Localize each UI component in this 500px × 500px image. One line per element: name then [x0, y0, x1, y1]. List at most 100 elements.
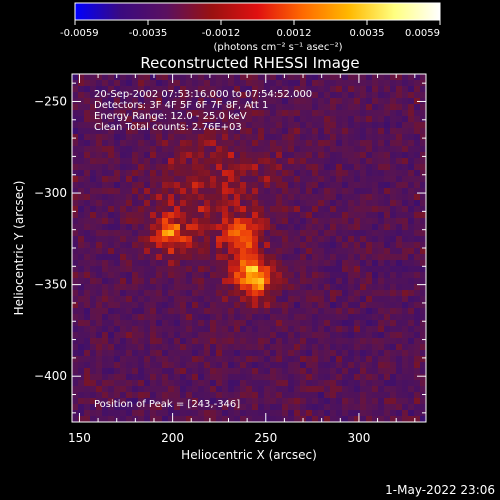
heatmap-cell	[126, 98, 132, 104]
heatmap-cell	[72, 158, 78, 164]
heatmap-cell	[174, 158, 180, 164]
heatmap-cell	[306, 380, 312, 386]
heatmap-cell	[138, 266, 144, 272]
heatmap-cell	[258, 290, 264, 296]
heatmap-cell	[408, 314, 414, 320]
heatmap-cell	[408, 260, 414, 266]
heatmap-cell	[180, 212, 186, 218]
heatmap-cell	[240, 314, 246, 320]
heatmap-cell	[78, 338, 84, 344]
heatmap-cell	[210, 248, 216, 254]
heatmap-cell	[276, 104, 282, 110]
heatmap-cell	[90, 194, 96, 200]
heatmap-cell	[96, 164, 102, 170]
heatmap-cell	[174, 146, 180, 152]
heatmap-cell	[156, 164, 162, 170]
heatmap-cell	[222, 140, 228, 146]
heatmap-cell	[414, 146, 420, 152]
heatmap-cell	[306, 194, 312, 200]
heatmap-cell	[330, 254, 336, 260]
heatmap-cell	[276, 368, 282, 374]
heatmap-cell	[294, 182, 300, 188]
heatmap-cell	[258, 194, 264, 200]
heatmap-cell	[312, 326, 318, 332]
heatmap-cell	[360, 392, 366, 398]
heatmap-cell	[246, 116, 252, 122]
heatmap-cell	[414, 248, 420, 254]
heatmap-cell	[294, 176, 300, 182]
heatmap-cell	[108, 284, 114, 290]
heatmap-cell	[348, 188, 354, 194]
heatmap-cell	[210, 176, 216, 182]
heatmap-cell	[72, 170, 78, 176]
heatmap-cell	[126, 410, 132, 416]
heatmap-cell	[282, 350, 288, 356]
heatmap-cell	[120, 152, 126, 158]
footer-date: 1-May-2022 23:06	[385, 483, 495, 497]
heatmap-cell	[270, 404, 276, 410]
heatmap-cell	[348, 254, 354, 260]
heatmap-cell	[126, 128, 132, 134]
heatmap-cell	[354, 98, 360, 104]
heatmap-cell	[300, 104, 306, 110]
heatmap-cell	[204, 200, 210, 206]
heatmap-cell	[180, 362, 186, 368]
heatmap-cell	[210, 104, 216, 110]
heatmap-cell	[84, 212, 90, 218]
heatmap-cell	[96, 212, 102, 218]
heatmap-cell	[402, 116, 408, 122]
heatmap-cell	[150, 272, 156, 278]
heatmap-cell	[180, 332, 186, 338]
heatmap-cell	[396, 272, 402, 278]
heatmap-cell	[84, 362, 90, 368]
heatmap-cell	[162, 296, 168, 302]
heatmap-cell	[378, 74, 384, 80]
heatmap-cell	[162, 242, 168, 248]
heatmap-cell	[162, 146, 168, 152]
heatmap-cell	[198, 176, 204, 182]
heatmap-cell	[384, 416, 390, 422]
heatmap-cell	[354, 344, 360, 350]
heatmap-cell	[180, 350, 186, 356]
heatmap-cell	[150, 194, 156, 200]
heatmap-cell	[306, 110, 312, 116]
heatmap-cell	[270, 74, 276, 80]
heatmap-cell	[384, 386, 390, 392]
heatmap-cell	[102, 356, 108, 362]
heatmap-cell	[78, 308, 84, 314]
heatmap-cell	[372, 296, 378, 302]
heatmap-cell	[174, 188, 180, 194]
heatmap-cell	[390, 134, 396, 140]
heatmap-cell	[84, 260, 90, 266]
heatmap-cell	[180, 224, 186, 230]
heatmap-cell	[282, 284, 288, 290]
heatmap-cell	[366, 146, 372, 152]
heatmap-cell	[216, 266, 222, 272]
heatmap-cell	[264, 284, 270, 290]
heatmap-cell	[150, 392, 156, 398]
heatmap-cell	[396, 302, 402, 308]
heatmap-cell	[414, 284, 420, 290]
heatmap-cell	[216, 260, 222, 266]
heatmap-cell	[120, 380, 126, 386]
heatmap-cell	[408, 410, 414, 416]
heatmap-cell	[420, 380, 426, 386]
heatmap-cell	[378, 254, 384, 260]
heatmap-cell	[90, 302, 96, 308]
heatmap-cell	[396, 404, 402, 410]
heatmap-cell	[156, 236, 162, 242]
heatmap-cell	[120, 326, 126, 332]
heatmap-cell	[150, 410, 156, 416]
heatmap-cell	[78, 74, 84, 80]
heatmap-cell	[354, 122, 360, 128]
heatmap-cell	[420, 224, 426, 230]
heatmap-cell	[174, 386, 180, 392]
heatmap-cell	[234, 182, 240, 188]
heatmap-cell	[102, 224, 108, 230]
heatmap-cell	[186, 314, 192, 320]
heatmap-cell	[264, 308, 270, 314]
heatmap-cell	[288, 158, 294, 164]
heatmap-cell	[294, 284, 300, 290]
heatmap-cell	[186, 344, 192, 350]
heatmap-cell	[84, 194, 90, 200]
